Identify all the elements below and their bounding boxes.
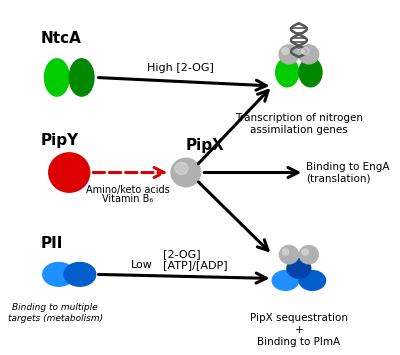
Circle shape	[302, 249, 308, 255]
Text: PipX sequestration
+
Binding to PlmA: PipX sequestration + Binding to PlmA	[250, 313, 348, 346]
Ellipse shape	[276, 58, 299, 87]
Circle shape	[299, 246, 318, 264]
Circle shape	[49, 153, 90, 192]
Text: PipX: PipX	[186, 138, 225, 153]
Ellipse shape	[299, 58, 322, 87]
Circle shape	[171, 158, 201, 187]
Ellipse shape	[43, 262, 74, 286]
Circle shape	[299, 45, 319, 64]
Text: Binding to multiple
targets (metabolism): Binding to multiple targets (metabolism)	[8, 303, 103, 323]
Circle shape	[175, 162, 188, 175]
Text: Binding to EngA
(translation): Binding to EngA (translation)	[306, 162, 390, 183]
Circle shape	[282, 249, 289, 255]
Text: Vitamin B₆: Vitamin B₆	[102, 193, 153, 203]
Circle shape	[282, 48, 289, 54]
Text: PipY: PipY	[41, 133, 79, 148]
Text: High [2-OG]: High [2-OG]	[147, 63, 214, 73]
Text: [2-OG]
[ATP]/[ADP]: [2-OG] [ATP]/[ADP]	[163, 249, 228, 270]
Text: PII: PII	[41, 236, 63, 251]
Ellipse shape	[64, 262, 96, 286]
Circle shape	[279, 45, 299, 64]
Ellipse shape	[69, 59, 94, 96]
Ellipse shape	[272, 271, 299, 290]
Ellipse shape	[287, 258, 311, 278]
Text: Amino/keto acids: Amino/keto acids	[86, 185, 169, 195]
Ellipse shape	[299, 271, 326, 290]
Text: NtcA: NtcA	[41, 31, 82, 46]
Circle shape	[302, 48, 309, 54]
Ellipse shape	[44, 59, 69, 96]
Text: Transcription of nitrogen
assimilation genes: Transcription of nitrogen assimilation g…	[235, 113, 363, 135]
Circle shape	[280, 246, 298, 264]
Text: Low: Low	[130, 260, 152, 270]
